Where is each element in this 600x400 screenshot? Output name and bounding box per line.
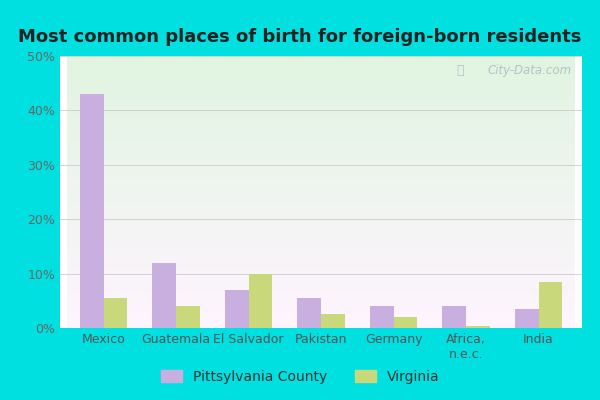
- Legend: Pittsylvania County, Virginia: Pittsylvania County, Virginia: [155, 364, 445, 389]
- Text: City-Data.com: City-Data.com: [487, 64, 572, 77]
- Bar: [248, 274, 272, 328]
- Bar: [539, 282, 562, 328]
- Bar: [176, 306, 200, 328]
- Bar: [80, 94, 104, 328]
- Text: ⦿: ⦿: [457, 64, 464, 77]
- Bar: [515, 309, 539, 328]
- Bar: [394, 317, 418, 328]
- Text: Most common places of birth for foreign-born residents: Most common places of birth for foreign-…: [19, 28, 581, 46]
- Bar: [152, 263, 176, 328]
- Bar: [442, 306, 466, 328]
- Bar: [321, 314, 345, 328]
- Bar: [466, 326, 490, 328]
- Bar: [104, 298, 127, 328]
- Bar: [370, 306, 394, 328]
- Bar: [224, 290, 248, 328]
- Bar: [297, 298, 321, 328]
